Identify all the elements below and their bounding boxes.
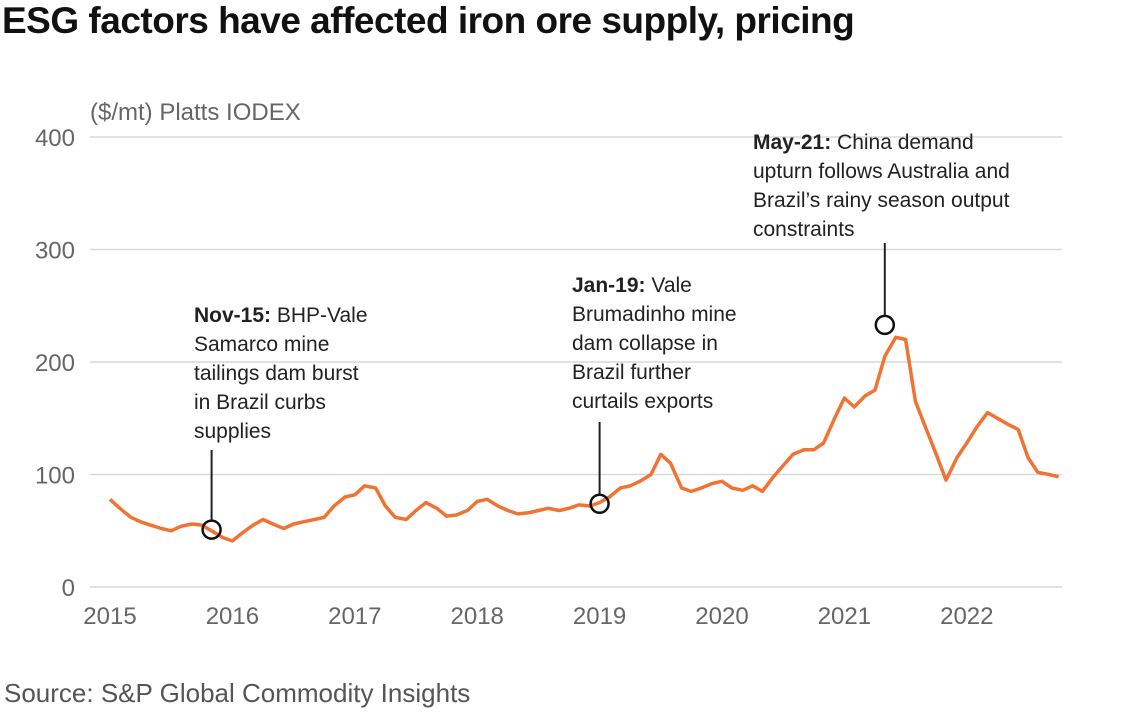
annotation-line-0-4: supplies bbox=[194, 420, 271, 443]
x-tick-2022: 2022 bbox=[940, 603, 993, 630]
annotation-line-0-3: in Brazil curbs bbox=[194, 391, 326, 414]
y-tick-labels: 0 100 200 300 400 bbox=[35, 125, 75, 602]
annotation-line-2-0: May-21: China demand bbox=[753, 131, 974, 154]
annotation-date-0: Nov-15: bbox=[194, 304, 277, 327]
x-tick-2017: 2017 bbox=[328, 603, 381, 630]
series-group bbox=[108, 335, 1059, 543]
y-axis-label: ($/mt) Platts IODEX bbox=[90, 99, 301, 126]
annotation-line-2-3: constraints bbox=[753, 218, 855, 241]
source-note: Source: S&P Global Commodity Insights bbox=[4, 678, 471, 708]
annotation-date-2: May-21: bbox=[753, 131, 837, 154]
series-line-0 bbox=[108, 335, 1059, 543]
annotation-marker-0 bbox=[201, 519, 222, 540]
x-tick-2015: 2015 bbox=[83, 603, 136, 630]
annotation-line-2-1: upturn follows Australia and bbox=[753, 160, 1010, 183]
annotation-text-1-0: Vale bbox=[651, 274, 691, 297]
y-tick-100: 100 bbox=[35, 463, 75, 490]
annotation-line-1-0: Jan-19: Vale bbox=[572, 274, 692, 297]
annotation-line-0-0: Nov-15: BHP-Vale bbox=[194, 304, 368, 327]
annotation-line-0-1: Samarco mine bbox=[194, 333, 329, 356]
x-tick-labels: 2015 2016 2017 2018 2019 2020 2021 2022 bbox=[83, 603, 993, 630]
annotation-line-2-2: Brazil’s rainy season output bbox=[753, 189, 1010, 212]
annotation-text-0-0: BHP-Vale bbox=[277, 304, 368, 327]
annotation-line-1-2: dam collapse in bbox=[572, 332, 718, 355]
annotation-marker-1 bbox=[589, 493, 610, 514]
chart-title: ESG factors have affected iron ore suppl… bbox=[2, 0, 855, 41]
y-tick-200: 200 bbox=[35, 350, 75, 377]
annotations: Nov-15: BHP-Vale Samarco mine tailings dam… bbox=[194, 131, 1010, 540]
x-tick-2019: 2019 bbox=[573, 603, 626, 630]
x-tick-2020: 2020 bbox=[695, 603, 748, 630]
annotation-text-2-0: China demand bbox=[837, 131, 974, 154]
y-tick-300: 300 bbox=[35, 238, 75, 265]
annotation-line-1-4: curtails exports bbox=[572, 390, 713, 413]
annotation-marker-2 bbox=[874, 314, 896, 336]
x-tick-2021: 2021 bbox=[818, 603, 871, 630]
gridlines bbox=[90, 136, 1062, 588]
x-tick-2018: 2018 bbox=[451, 603, 504, 630]
annotation-line-1-1: Brumadinho mine bbox=[572, 303, 737, 326]
y-tick-400: 400 bbox=[35, 125, 75, 152]
annotation-line-0-2: tailings dam burst bbox=[194, 362, 359, 385]
x-tick-2016: 2016 bbox=[206, 603, 259, 630]
annotation-date-1: Jan-19: bbox=[572, 274, 651, 297]
y-tick-0: 0 bbox=[62, 575, 75, 602]
annotation-line-1-3: Brazil further bbox=[572, 361, 691, 384]
